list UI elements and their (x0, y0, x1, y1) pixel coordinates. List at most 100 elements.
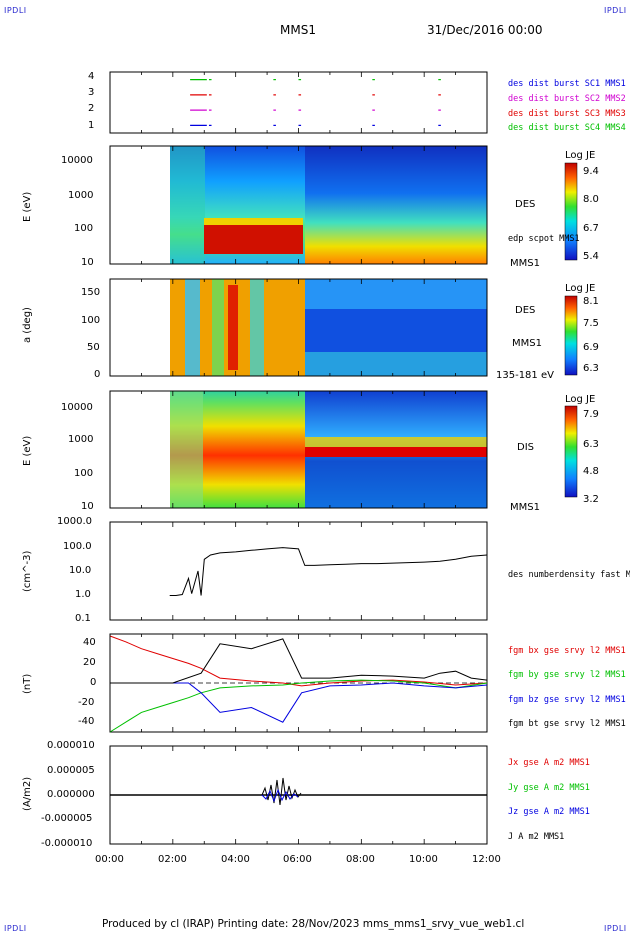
dis-energy-ytick-10: 10 (81, 501, 94, 512)
current-ytick-0: 0.000000 (47, 789, 95, 800)
burst-ytick-3: 3 (88, 87, 95, 98)
des-pitch-cbar-tick-1: 8.1 (583, 296, 599, 307)
current-ytick-neg10: -0.000010 (41, 838, 93, 849)
bfield-ytick-40: 40 (83, 637, 96, 648)
corner-label-top-left: IPDLI (4, 6, 27, 15)
current-spikes (261, 777, 302, 806)
des-energy-ytick-1000: 1000 (68, 190, 94, 201)
dis-energy-heatmap-red-band (305, 447, 487, 457)
des-energy-ylabel: E (eV) (22, 191, 33, 222)
des-energy-cbar-tick-2: 8.0 (583, 194, 599, 205)
des-pitch-instrument-label: DES (515, 305, 536, 316)
bfield-ytick-20: 20 (83, 657, 96, 668)
des-pitch-cbar-tick-4: 6.3 (583, 363, 599, 374)
datetime-title: 31/Dec/2016 00:00 (427, 23, 543, 37)
colorbar-des-energy (564, 162, 578, 261)
des-pitch-heatmap-stripe-b (212, 279, 224, 376)
des-energy-heatmap-yellow-band (204, 218, 303, 225)
des-pitch-heatmap-stripe-c (228, 285, 238, 370)
legend-jx: Jx gse A m2 MMS1 (508, 758, 590, 768)
corner-label-bottom-right: IPDLI (604, 924, 627, 933)
density-series-0 (169, 547, 488, 596)
colorbar-dis-energy (564, 405, 578, 498)
density-ytick-0-1: 0.1 (75, 613, 91, 624)
dis-energy-ytick-100: 100 (74, 468, 94, 479)
panel-density-frame (109, 521, 488, 621)
density-ylabel: (cm^-3) (22, 550, 33, 592)
des-pitch-ytick-0: 0 (94, 369, 101, 380)
density-ytick-1000: 1000.0 (57, 516, 92, 527)
legend-j: J A m2 MMS1 (508, 832, 565, 842)
panel-current-density (109, 745, 488, 845)
dis-energy-heatmap-transition (170, 391, 203, 508)
panel-burst-frame (109, 71, 488, 134)
colorbar-des-pitch (564, 295, 578, 376)
corner-label-top-right: IPDLI (604, 6, 627, 15)
des-pitch-cbar-tick-2: 7.5 (583, 318, 599, 329)
des-pitch-ytick-100: 100 (81, 315, 101, 326)
panel-des-pitch (109, 278, 488, 377)
dis-energy-spacecraft-label: MMS1 (510, 502, 540, 513)
dis-energy-cbar-tick-1: 7.9 (583, 409, 599, 420)
corner-label-bottom-left: IPDLI (4, 924, 27, 933)
bfield-ylabel: (nT) (22, 673, 33, 694)
des-pitch-ytick-50: 50 (87, 342, 100, 353)
dis-energy-cbar-tick-2: 6.3 (583, 439, 599, 450)
des-energy-cbar-tick-4: 5.4 (583, 251, 599, 262)
dis-energy-colorbar-title: Log JE (565, 394, 596, 405)
des-energy-heatmap-late (305, 146, 487, 264)
des-pitch-heatmap-late-top (305, 279, 487, 309)
des-energy-ytick-100: 100 (74, 223, 94, 234)
bfield-ytick-0: 0 (90, 677, 97, 688)
des-energy-cbar-tick-3: 6.7 (583, 223, 599, 234)
current-jz-spikes (261, 788, 299, 803)
des-pitch-heatmap-stripe-d (250, 279, 264, 376)
des-energy-overlay-label: edp scpot MMS1 (508, 234, 580, 244)
bfield-ytick-neg20: -20 (78, 697, 95, 708)
current-ylabel: (A/m2) (22, 776, 33, 811)
legend-density: des numberdensity fast M (508, 570, 630, 580)
des-energy-ytick-10: 10 (81, 257, 94, 268)
burst-ytick-4: 4 (88, 71, 95, 82)
burst-ytick-1: 1 (88, 120, 95, 131)
legend-bx: fgm bx gse srvy l2 MMS1 (508, 646, 626, 656)
legend-bt: fgm bt gse srvy l2 MMS1 (508, 719, 626, 729)
dis-energy-cbar-tick-3: 4.8 (583, 466, 599, 477)
density-ytick-1: 1.0 (75, 589, 91, 600)
des-pitch-spacecraft-label: MMS1 (512, 338, 542, 349)
legend-by: fgm by gse srvy l2 MMS1 (508, 670, 626, 680)
des-pitch-cbar-tick-3: 6.9 (583, 342, 599, 353)
xtick-0200: 02:00 (158, 854, 187, 865)
dis-energy-ytick-1000: 1000 (68, 434, 94, 445)
magnetic_field-series-1 (109, 679, 488, 733)
panel-burst (109, 71, 488, 134)
density-ytick-100: 100.0 (63, 541, 92, 552)
xtick-0000: 00:00 (95, 854, 124, 865)
current-ytick-pos10: 0.000010 (47, 740, 95, 751)
xtick-1000: 10:00 (409, 854, 438, 865)
legend-bz: fgm bz gse srvy l2 MMS1 (508, 695, 626, 705)
des-energy-heatmap-transition (170, 146, 205, 264)
legend-burst-sc2: des dist burst SC2 MMS2 (508, 94, 626, 104)
xtick-0800: 08:00 (346, 854, 375, 865)
xtick-0400: 04:00 (221, 854, 250, 865)
des-energy-cbar-tick-1: 9.4 (583, 166, 599, 177)
legend-jz: Jz gse A m2 MMS1 (508, 807, 590, 817)
des-pitch-colorbar-title: Log JE (565, 283, 596, 294)
density-ytick-10: 10.0 (69, 565, 92, 576)
magnetic_field-series-2 (110, 682, 488, 723)
dis-energy-instrument-label: DIS (517, 442, 534, 453)
current-ytick-pos5: 0.000005 (47, 765, 95, 776)
des-pitch-ytick-150: 150 (81, 287, 101, 298)
des-energy-colorbar-title: Log JE (565, 150, 596, 161)
current-ytick-neg5: -0.000005 (41, 813, 93, 824)
des-energy-spacecraft-label: MMS1 (510, 258, 540, 269)
magnetic_field-series-0 (109, 635, 488, 687)
dis-energy-ytick-10000: 10000 (61, 402, 93, 413)
dis-energy-ylabel: E (eV) (22, 435, 33, 466)
des-pitch-heatmap-stripe-a (185, 279, 200, 376)
des-energy-heatmap-red-band (204, 224, 303, 254)
panel-des-energy (109, 145, 488, 265)
spacecraft-title: MMS1 (280, 23, 316, 37)
